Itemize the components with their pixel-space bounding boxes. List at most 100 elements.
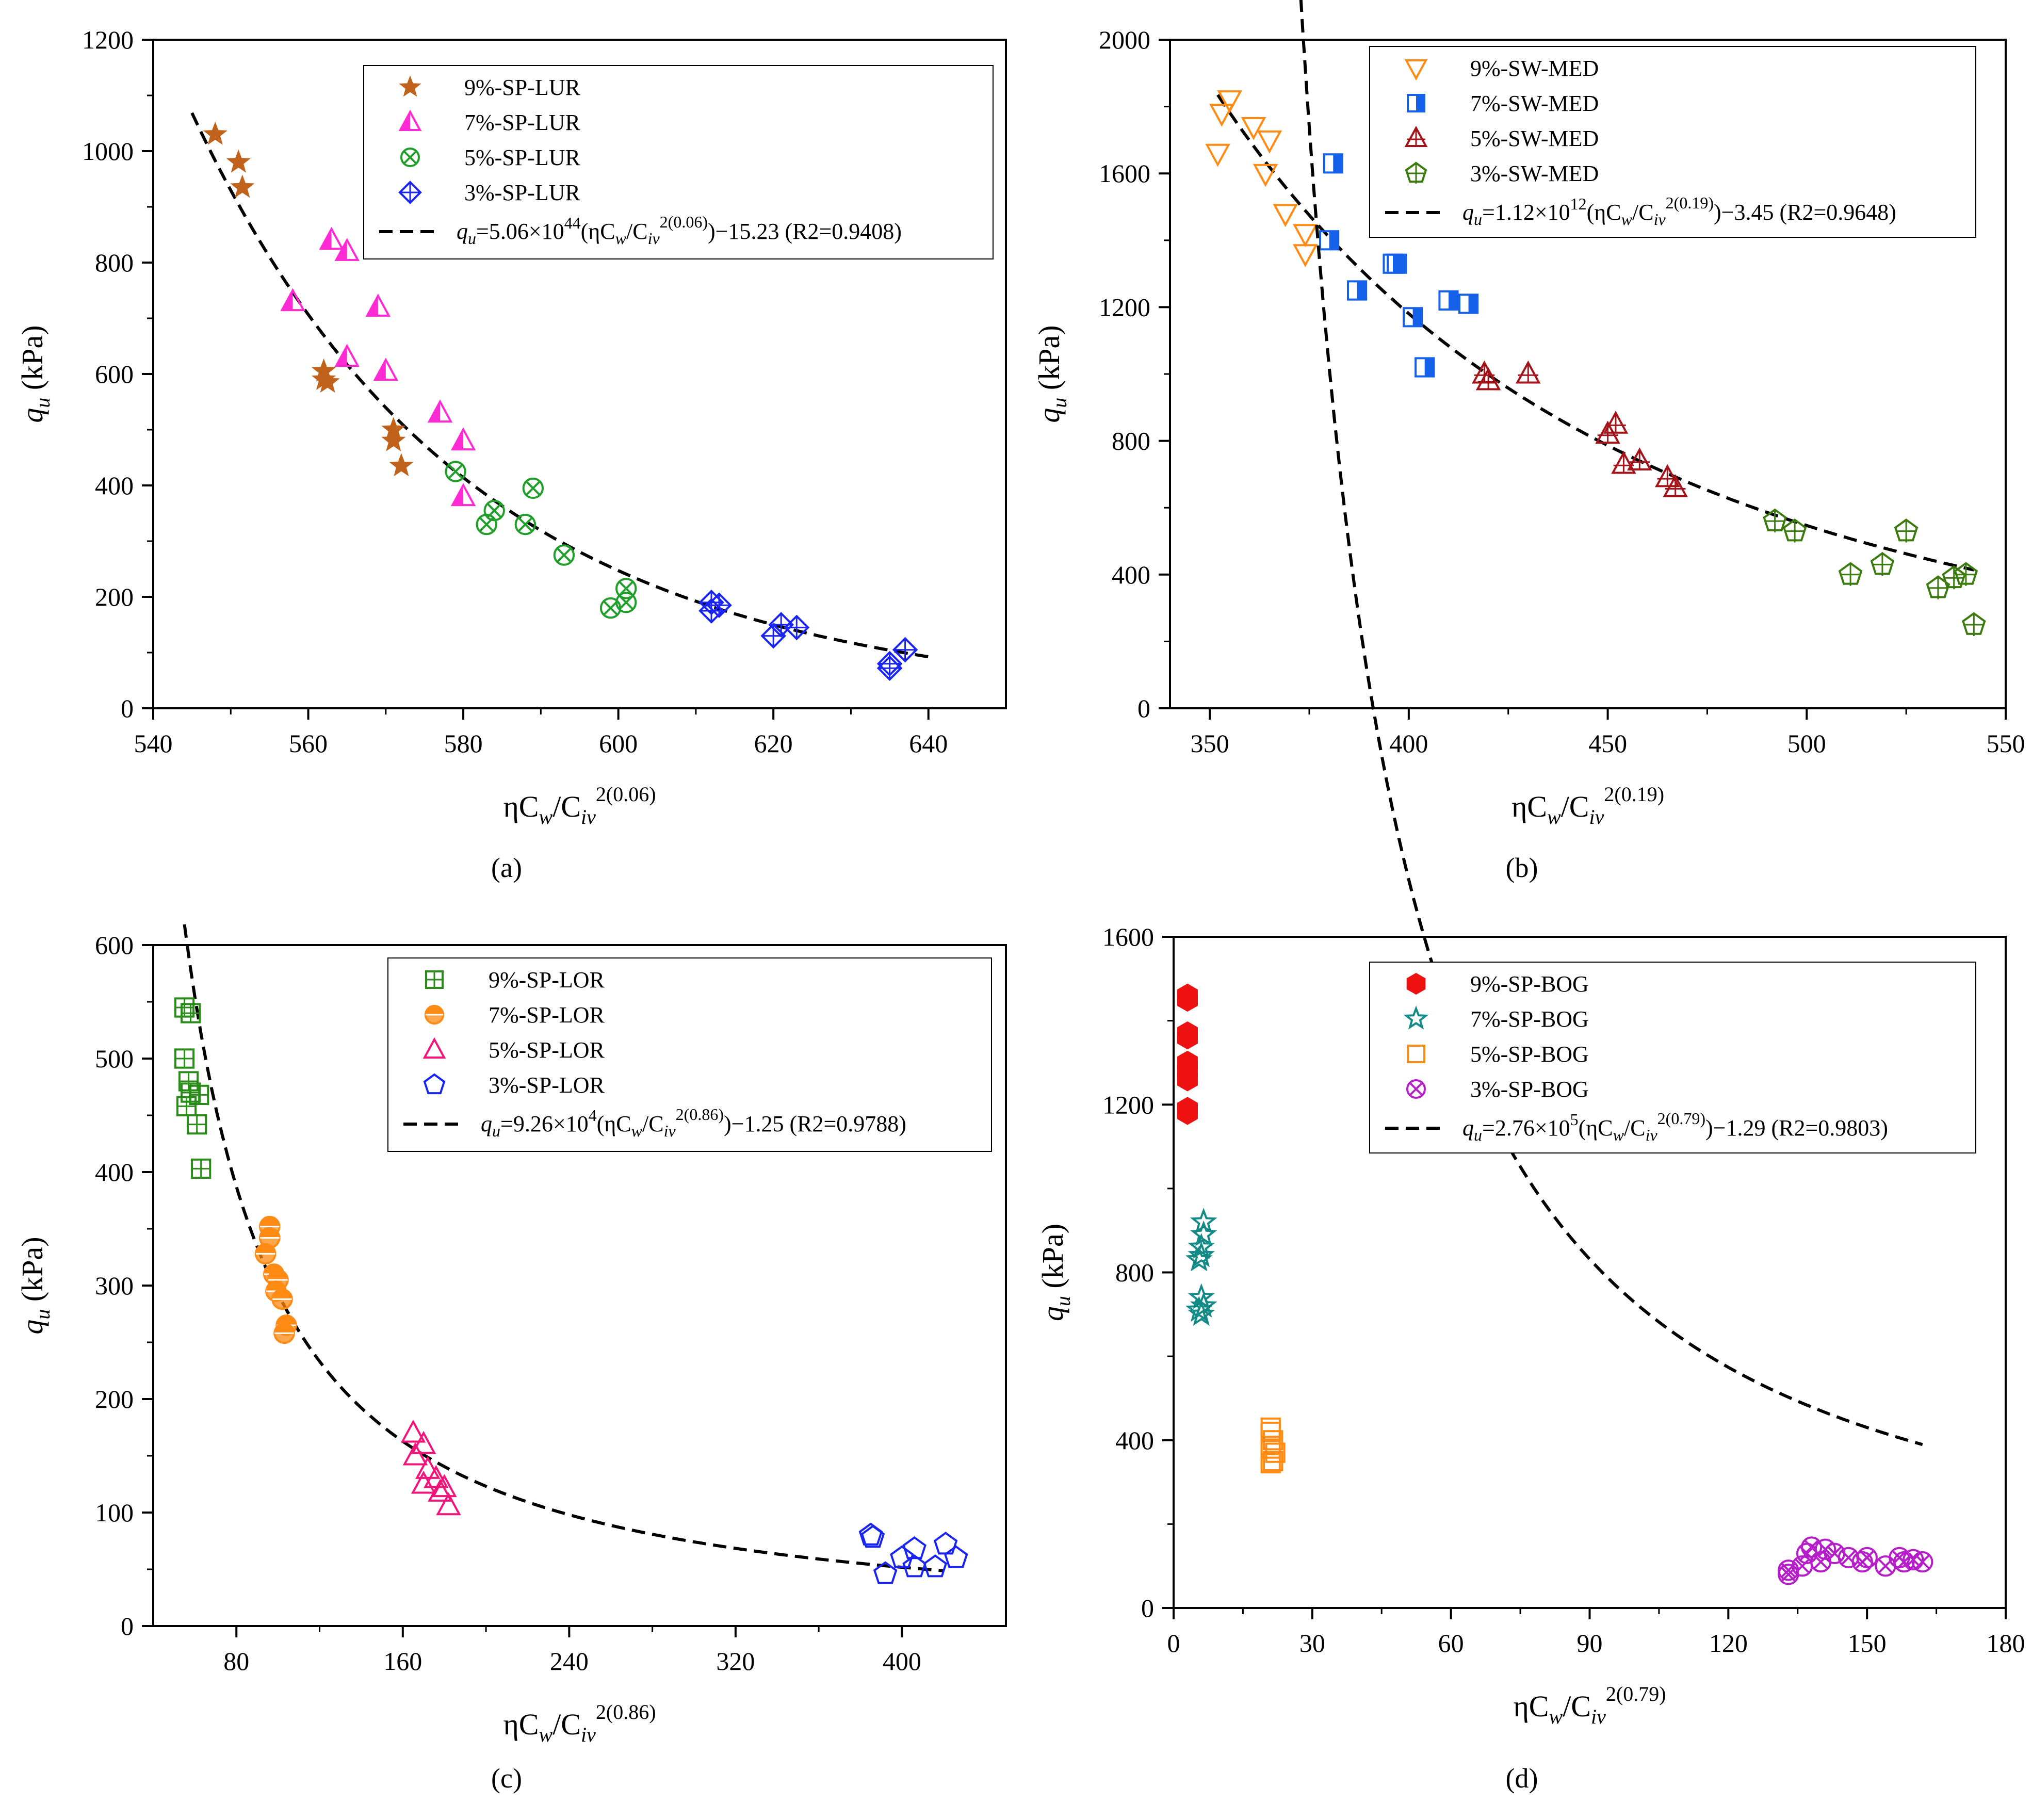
data-point (1273, 204, 1298, 228)
y-tick-label: 100 (95, 1498, 134, 1527)
data-point (1265, 1442, 1286, 1463)
legend-label: 7%-SP-LUR (464, 110, 581, 135)
y-tick-label: 800 (1112, 427, 1150, 456)
y-axis-title: qu (kPa) (15, 1237, 54, 1334)
data-point (1185, 1245, 1213, 1272)
y-tick-label: 1000 (82, 137, 134, 166)
y-tick-label: 200 (95, 1385, 134, 1413)
legend-label: 3%-SW-MED (1470, 161, 1599, 186)
data-point (1323, 153, 1343, 174)
series-7%-SP-LOR (255, 1215, 297, 1344)
series-7%-SP-BOG (1185, 1208, 1217, 1326)
x-tick-label: 120 (1709, 1629, 1748, 1658)
data-point (373, 358, 399, 381)
series-3%-SP-LUR (698, 589, 918, 681)
data-point (365, 294, 391, 317)
data-point (1911, 1551, 1933, 1573)
x-tick-label: 350 (1191, 729, 1229, 758)
series-3%-SP-BOG (1778, 1536, 1933, 1585)
x-tick-label: 90 (1577, 1629, 1603, 1658)
data-point (181, 1003, 201, 1023)
data-point (1800, 1536, 1823, 1558)
data-point (1942, 565, 1966, 590)
legend: 9%-SP-LUR 7%-SP-LUR 5%-SP-LUR 3%-SP-LUR qu=5… (363, 65, 994, 259)
x-tick-label: 160 (383, 1647, 422, 1676)
data-point (1870, 551, 1895, 576)
data-point (1856, 1547, 1878, 1569)
data-point (1293, 224, 1318, 247)
legend-label: 9%-SP-LOR (489, 967, 605, 993)
y-tick-label: 600 (95, 931, 134, 960)
data-point (1894, 518, 1919, 543)
x-tick-label: 180 (1987, 1629, 2025, 1658)
series-7%-SP-LUR (280, 226, 476, 507)
y-tick-label: 1600 (1099, 159, 1150, 188)
legend-marker (1404, 125, 1428, 147)
fit-equation: qu=5.06×1044(ηCw/Civ2(0.06))−15.23 (R2=0… (457, 213, 902, 248)
series-5%-SP-BOG (1260, 1417, 1286, 1474)
x-tick-label: 550 (1987, 729, 2025, 758)
data-point (522, 477, 544, 499)
legend-label: 7%-SW-MED (1470, 91, 1599, 116)
data-point (1663, 474, 1688, 497)
data-point (389, 453, 414, 477)
legend-marker (400, 148, 420, 167)
y-tick-label: 500 (95, 1044, 134, 1073)
y-tick-label: 1200 (82, 25, 134, 54)
fit-curve (1216, 94, 1974, 572)
data-point (923, 1554, 948, 1578)
y-tick-label: 1200 (1099, 293, 1150, 321)
data-point (1188, 1300, 1215, 1326)
y-tick-label: 2000 (1099, 25, 1150, 54)
data-point (706, 592, 732, 619)
y-tick-label: 400 (95, 471, 134, 500)
x-tick-label: 540 (134, 729, 173, 758)
data-point (280, 288, 305, 312)
y-tick-label: 400 (1115, 1426, 1154, 1455)
x-tick-label: 580 (444, 729, 483, 758)
legend-marker (1404, 59, 1428, 81)
data-point (226, 149, 251, 173)
panel-c: 80 160 240 320 400 0 100 200 300 400 500 600 ηCw/Civ… (15, 924, 1007, 1794)
legend-marker (1403, 1005, 1429, 1030)
legend-label: 5%-SW-MED (1470, 126, 1599, 151)
legend-label: 9%-SP-LUR (464, 75, 581, 100)
data-point (1177, 987, 1198, 1012)
data-point (1347, 280, 1368, 301)
x-tick-label: 620 (754, 729, 793, 758)
data-point (1782, 518, 1807, 543)
data-point (1263, 1430, 1283, 1451)
data-point (428, 1478, 453, 1502)
data-point (1838, 562, 1863, 586)
data-point (1209, 104, 1234, 127)
data-point (400, 1419, 426, 1443)
legend-label: 9%-SP-BOG (1470, 971, 1589, 997)
series-5%-SW-MED (1472, 360, 1688, 497)
data-point (178, 1071, 199, 1092)
data-point (230, 174, 255, 198)
x-tick-label: 240 (550, 1647, 589, 1676)
legend-box (363, 65, 994, 259)
data-point (1954, 562, 1978, 586)
y-tick-label: 800 (95, 248, 134, 277)
legend-marker (422, 1037, 446, 1059)
data-point (271, 1288, 293, 1310)
data-point (1263, 1451, 1283, 1471)
data-point (1190, 1208, 1217, 1234)
legend-marker (1405, 161, 1427, 184)
y-tick-label: 400 (1112, 560, 1150, 589)
data-point (873, 1561, 898, 1584)
y-tick-label: 400 (95, 1158, 134, 1187)
x-tick-label: 150 (1848, 1629, 1887, 1658)
legend-box (1369, 46, 1976, 238)
data-point (445, 461, 466, 482)
data-point (860, 1524, 885, 1548)
legend-marker (1406, 1079, 1426, 1099)
legend-marker (423, 1073, 446, 1095)
y-tick-label: 600 (95, 360, 134, 388)
data-point (784, 614, 810, 641)
data-point (1260, 1453, 1281, 1474)
series-9%-SP-BOG (1177, 983, 1198, 1125)
data-point (191, 1158, 212, 1179)
x-axis-title: ηCw/Civ2(0.19) (1511, 783, 1664, 828)
